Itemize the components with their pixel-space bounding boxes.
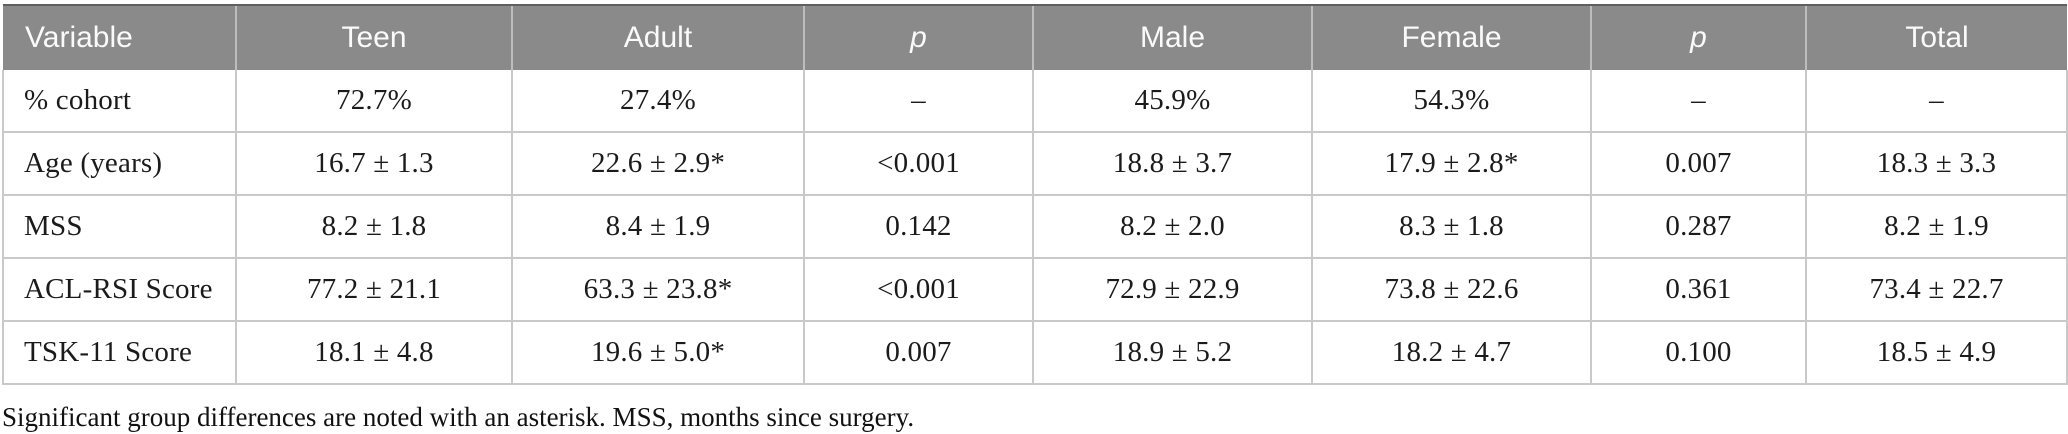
table-row-mss: MSS 8.2 ± 1.8 8.4 ± 1.9 0.142 8.2 ± 2.0 … xyxy=(2,194,2068,259)
data-cell: 54.3% xyxy=(1311,70,1592,133)
data-cell: 63.3 ± 23.8* xyxy=(511,257,805,322)
data-cell: 18.3 ± 3.3 xyxy=(1805,131,2068,196)
data-cell: 8.4 ± 1.9 xyxy=(511,194,805,259)
data-cell: 0.007 xyxy=(1590,131,1807,196)
col-header-male: Male xyxy=(1032,4,1312,70)
data-cell: 0.142 xyxy=(803,194,1034,259)
data-cell: 8.2 ± 1.8 xyxy=(235,194,513,259)
data-cell: 0.100 xyxy=(1590,320,1807,385)
data-cell: 19.6 ± 5.0* xyxy=(511,320,805,385)
data-cell: 18.2 ± 4.7 xyxy=(1311,320,1592,385)
data-cell: 16.7 ± 1.3 xyxy=(235,131,513,196)
data-cell: – xyxy=(803,70,1034,133)
table-row-tsk-11: TSK-11 Score 18.1 ± 4.8 19.6 ± 5.0* 0.00… xyxy=(2,320,2068,385)
data-cell: 73.8 ± 22.6 xyxy=(1311,257,1592,322)
data-cell: 45.9% xyxy=(1032,70,1313,133)
data-cell: <0.001 xyxy=(803,257,1034,322)
data-cell: 18.5 ± 4.9 xyxy=(1805,320,2068,385)
col-header-p-1: p xyxy=(803,4,1033,70)
data-cell: 8.3 ± 1.8 xyxy=(1311,194,1592,259)
col-header-total: Total xyxy=(1805,4,2067,70)
data-cell: 17.9 ± 2.8* xyxy=(1311,131,1592,196)
data-cell: – xyxy=(1805,70,2068,133)
data-cell: 18.8 ± 3.7 xyxy=(1032,131,1313,196)
data-cell: 77.2 ± 21.1 xyxy=(235,257,513,322)
row-label: Age (years) xyxy=(2,131,237,196)
statistics-table: Variable Teen Adult p Male Female p Tota… xyxy=(2,4,2068,385)
data-cell: 73.4 ± 22.7 xyxy=(1805,257,2068,322)
data-cell: 0.361 xyxy=(1590,257,1807,322)
col-header-adult: Adult xyxy=(511,4,804,70)
table-body: % cohort 72.7% 27.4% – 45.9% 54.3% – – A… xyxy=(2,70,2068,385)
table-header-row: Variable Teen Adult p Male Female p Tota… xyxy=(3,4,2067,70)
data-cell: 0.287 xyxy=(1590,194,1807,259)
table-row-acl-rsi: ACL-RSI Score 77.2 ± 21.1 63.3 ± 23.8* <… xyxy=(2,257,2068,322)
data-cell: 0.007 xyxy=(803,320,1034,385)
data-cell: 8.2 ± 1.9 xyxy=(1805,194,2068,259)
data-cell: 72.9 ± 22.9 xyxy=(1032,257,1313,322)
row-label: TSK-11 Score xyxy=(2,320,237,385)
data-cell: 8.2 ± 2.0 xyxy=(1032,194,1313,259)
data-cell: 18.1 ± 4.8 xyxy=(235,320,513,385)
data-cell: 72.7% xyxy=(235,70,513,133)
row-label: % cohort xyxy=(2,70,237,133)
data-cell: – xyxy=(1590,70,1807,133)
row-label: ACL-RSI Score xyxy=(2,257,237,322)
col-header-p-2: p xyxy=(1590,4,1806,70)
data-cell: <0.001 xyxy=(803,131,1034,196)
col-header-teen: Teen xyxy=(235,4,512,70)
data-cell: 22.6 ± 2.9* xyxy=(511,131,805,196)
data-cell: 18.9 ± 5.2 xyxy=(1032,320,1313,385)
col-header-female: Female xyxy=(1311,4,1591,70)
row-label: MSS xyxy=(2,194,237,259)
data-cell: 27.4% xyxy=(511,70,805,133)
table-footnote: Significant group differences are noted … xyxy=(2,402,915,432)
table-row-percent-cohort: % cohort 72.7% 27.4% – 45.9% 54.3% – – xyxy=(2,70,2068,133)
col-header-variable: Variable xyxy=(3,4,236,70)
table-row-age: Age (years) 16.7 ± 1.3 22.6 ± 2.9* <0.00… xyxy=(2,131,2068,196)
